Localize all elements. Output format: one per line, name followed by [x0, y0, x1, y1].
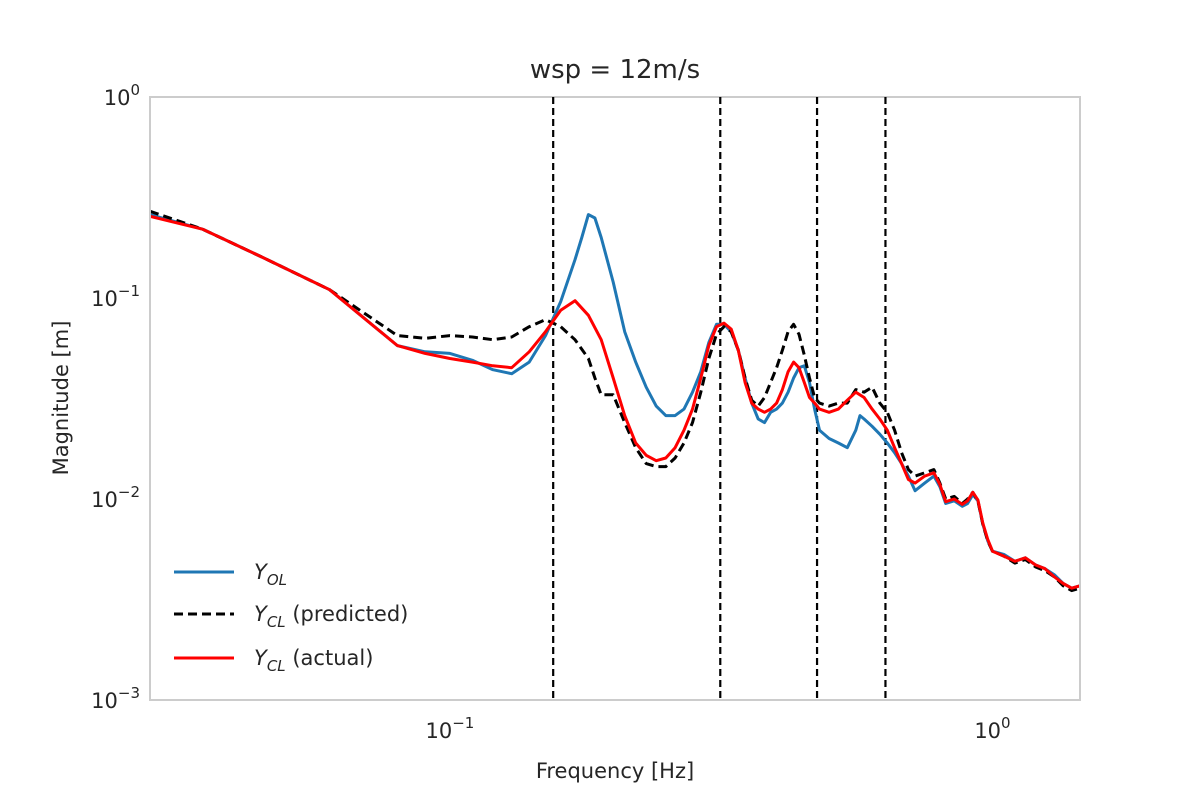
vertical-reference-lines [552, 97, 887, 700]
legend-label-2: YCL (predicted) [254, 602, 408, 631]
legend: YOL YCL (predicted) YCL (actual) [174, 560, 408, 675]
legend-label-3: YCL (actual) [254, 646, 373, 675]
legend-label-1: YOL [254, 560, 287, 589]
y-tick-labels: 10−3 10−2 10−1 100 [91, 81, 140, 713]
x-tick-labels: 10−1 100 [426, 714, 1011, 743]
x-axis-label: Frequency [Hz] [536, 759, 694, 783]
y-tick-label-1: 10−3 [91, 684, 140, 713]
chart-title: wsp = 12m/s [530, 55, 700, 85]
plot-area [149, 96, 1081, 701]
series-line-3 [151, 215, 1079, 590]
y-tick-label-2: 10−2 [91, 483, 140, 512]
y-axis-label: Magnitude [m] [49, 321, 73, 476]
y-tick-label-4: 100 [104, 81, 140, 110]
x-tick-label-1: 10−1 [426, 714, 475, 743]
series-layer [151, 210, 1079, 593]
x-tick-label-2: 100 [974, 714, 1010, 743]
y-tick-label-3: 10−1 [91, 282, 140, 311]
